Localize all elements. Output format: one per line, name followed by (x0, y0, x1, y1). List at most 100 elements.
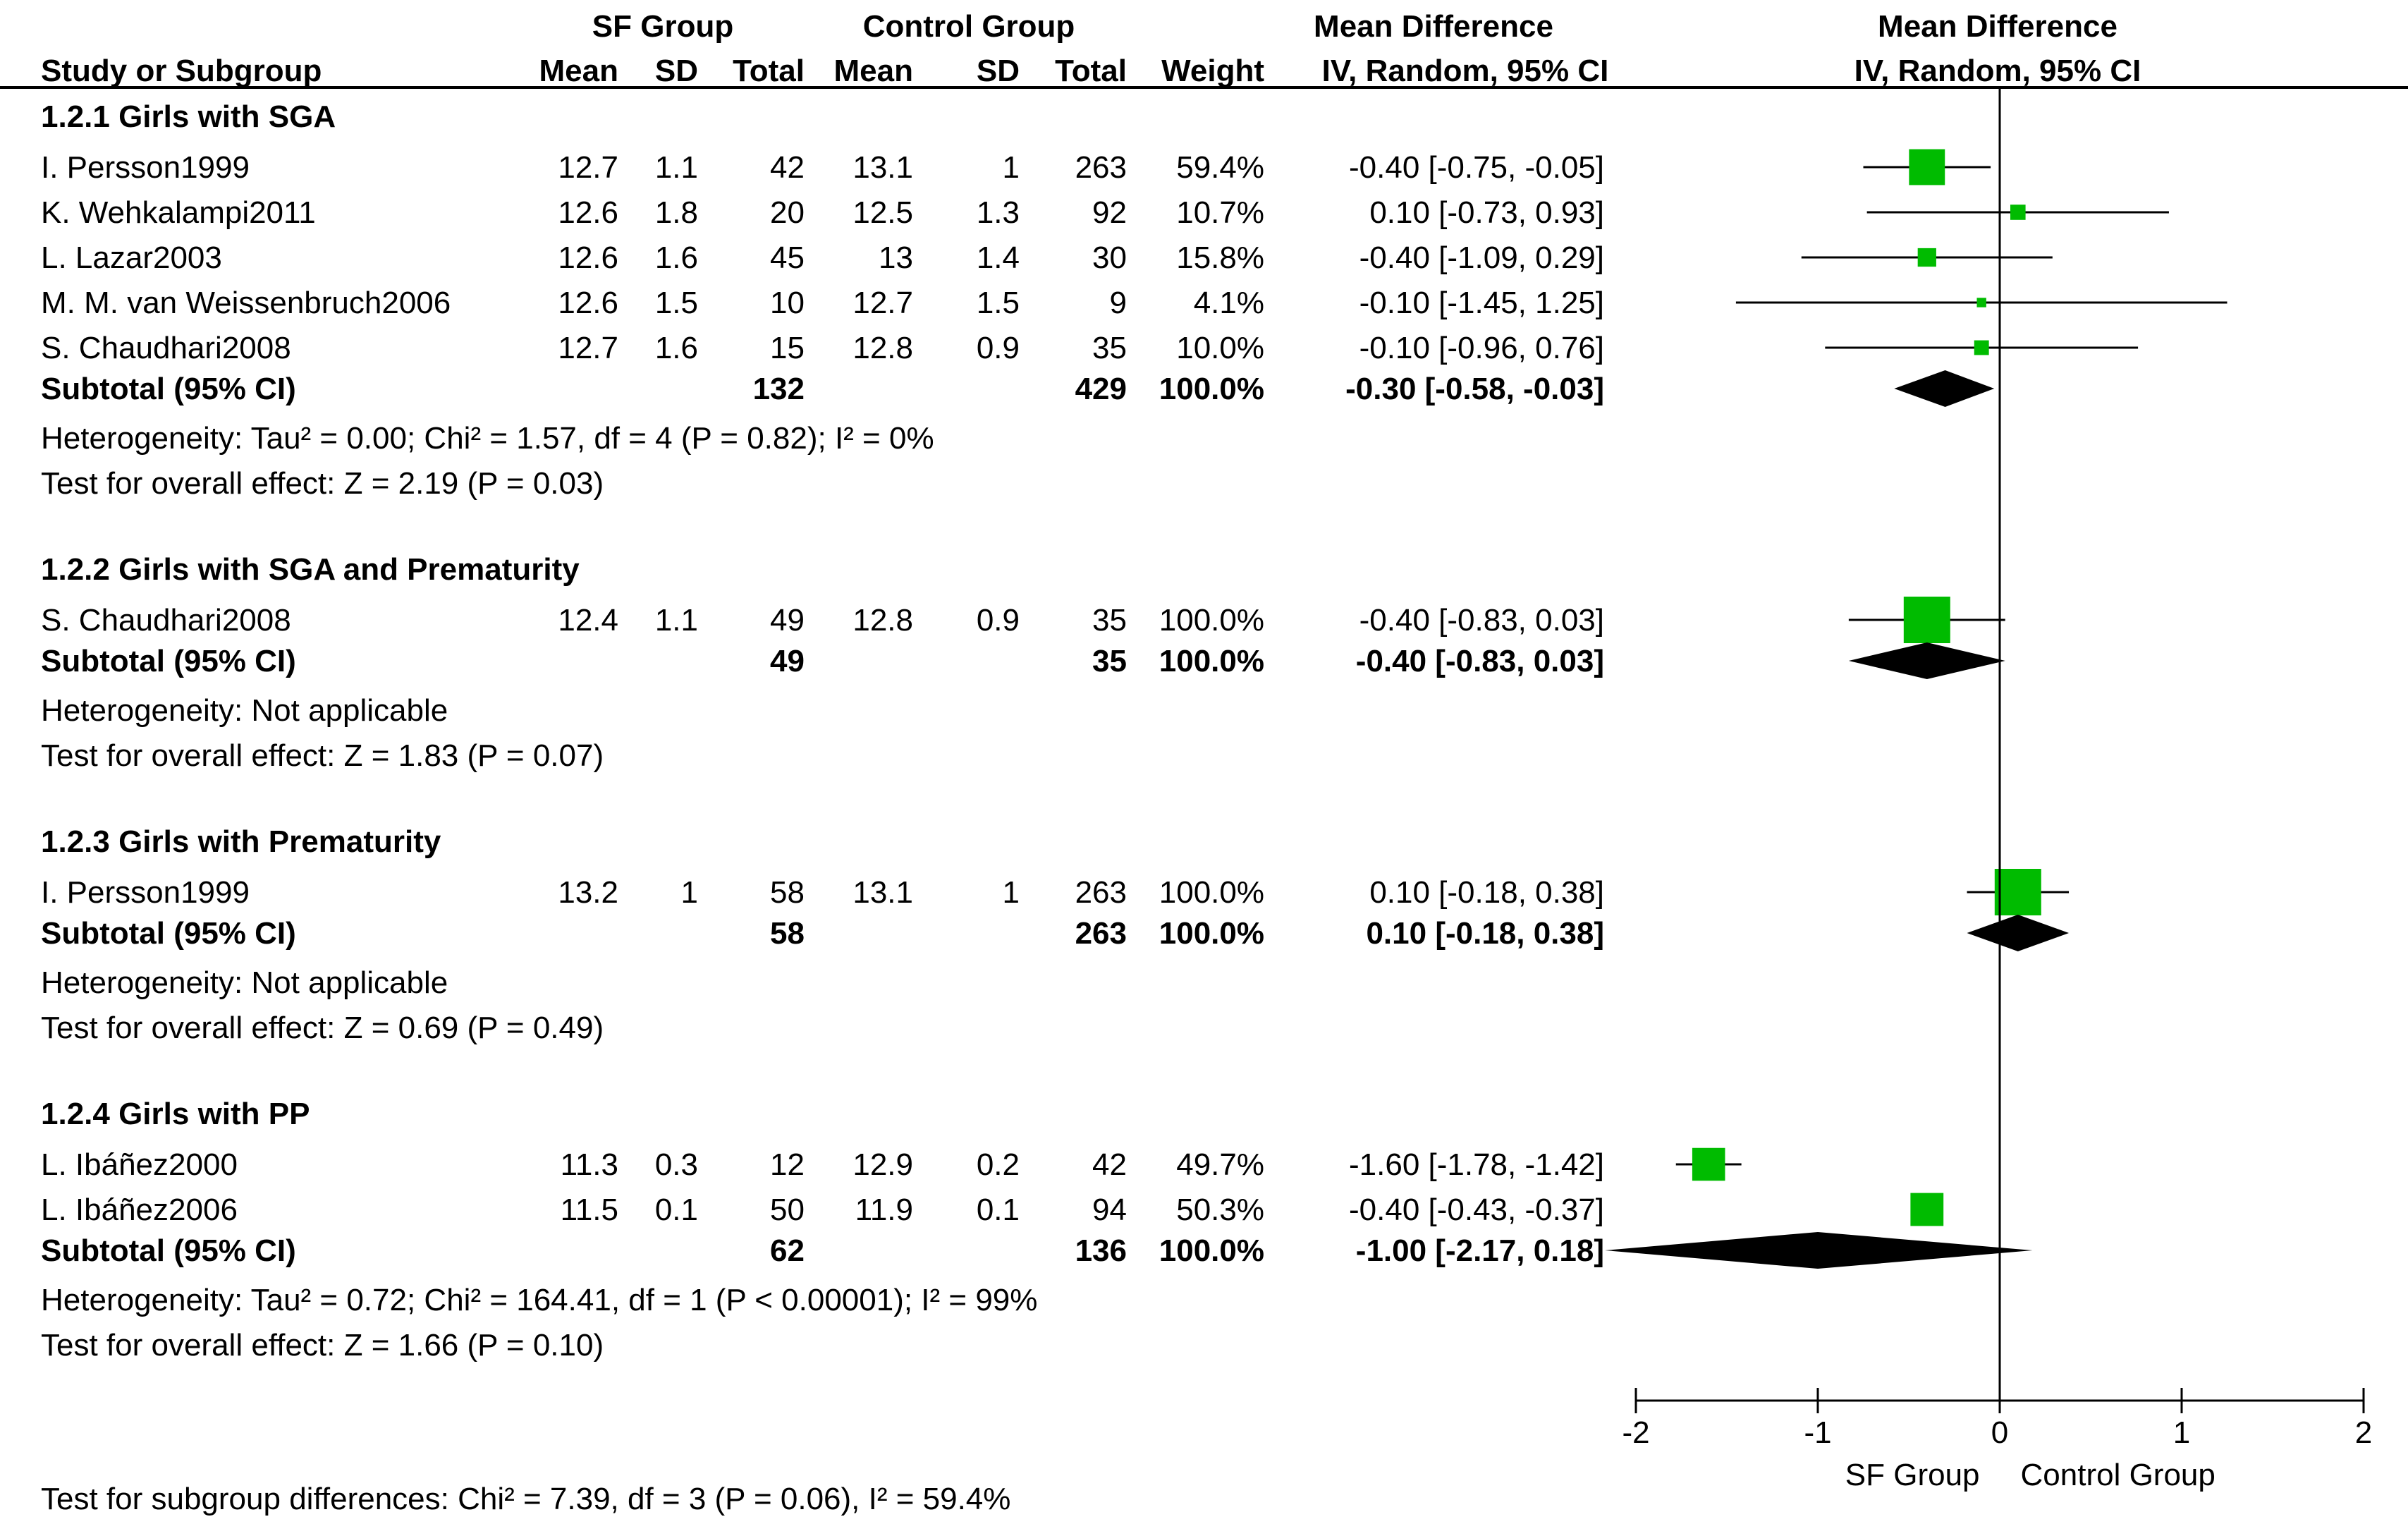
sf-total: 50 (770, 1193, 805, 1227)
effect-square (2010, 205, 2026, 220)
sf-total: 20 (770, 195, 805, 230)
study-ci: -1.60 [-1.78, -1.42] (1349, 1147, 1604, 1182)
study-name: M. M. van Weissenbruch2006 (41, 286, 451, 320)
subtotal-weight: 100.0% (1159, 372, 1264, 406)
subtotal-control-total: 263 (1075, 916, 1127, 951)
header-mean-difference-plot: Mean Difference (1878, 9, 2117, 44)
heterogeneity-text: Heterogeneity: Tau² = 0.00; Chi² = 1.57,… (41, 421, 934, 456)
control-sd: 0.9 (977, 603, 1020, 638)
sf-mean: 12.6 (558, 195, 618, 230)
tick-label: 1 (2173, 1415, 2190, 1450)
subtotal-sf-total: 132 (753, 372, 805, 406)
control-total: 35 (1092, 603, 1127, 638)
control-mean: 11.9 (855, 1193, 913, 1227)
sf-mean: 11.5 (561, 1193, 618, 1227)
study-weight: 50.3% (1176, 1193, 1264, 1227)
tick-label: 2 (2355, 1415, 2372, 1450)
control-total: 30 (1092, 240, 1127, 275)
study-ci: -0.40 [-1.09, 0.29] (1359, 240, 1604, 275)
subtotal-control-total: 35 (1092, 644, 1127, 678)
subtotal-row: Subtotal (95% CI) 132 429 100.0% -0.30 [-0.5… (41, 372, 1604, 406)
control-total: 92 (1092, 195, 1127, 230)
sf-total: 42 (770, 150, 805, 185)
header-sd-2: SD (977, 54, 1020, 88)
study-weight: 4.1% (1194, 286, 1264, 320)
sf-sd: 1.1 (655, 603, 698, 638)
control-sd: 0.9 (977, 331, 1020, 365)
subtotal-row: Subtotal (95% CI) 58 263 100.0% 0.10 [-0.18,… (41, 916, 1604, 951)
control-total: 35 (1092, 331, 1127, 365)
subgroup-title: 1.2.3 Girls with Prematurity (41, 824, 441, 859)
subgroup-title: 1.2.1 Girls with SGA (41, 99, 336, 134)
study-name: L. Lazar2003 (41, 240, 222, 275)
header-mean-difference-table: Mean Difference (1314, 9, 1553, 44)
sf-sd: 1.6 (655, 240, 698, 275)
header-total-2: Total (1055, 54, 1127, 88)
subtotal-control-total: 136 (1075, 1233, 1127, 1268)
tick-label: 0 (1991, 1415, 2008, 1450)
study-weight: 100.0% (1159, 875, 1264, 910)
overall-effect-text: Test for overall effect: Z = 0.69 (P = 0… (41, 1011, 604, 1045)
favours-sf-group: SF Group (1845, 1458, 1980, 1492)
study-weight: 10.7% (1176, 195, 1264, 230)
summary-diamond (1967, 915, 2070, 951)
control-sd: 0.1 (977, 1193, 1020, 1227)
sf-sd: 0.1 (655, 1193, 698, 1227)
overall-effect-text: Test for overall effect: Z = 1.83 (P = 0… (41, 738, 604, 773)
control-mean: 12.7 (852, 286, 913, 320)
subtotal-ci: -0.40 [-0.83, 0.03] (1356, 644, 1604, 678)
sf-sd: 0.3 (655, 1147, 698, 1182)
overall-effect-text: Test for overall effect: Z = 1.66 (P = 0… (41, 1328, 604, 1363)
column-headers: SF Group Control Group Mean Difference M… (0, 9, 2408, 89)
subtotal-sf-total: 62 (770, 1233, 805, 1268)
study-name: I. Persson1999 (41, 875, 250, 910)
sf-sd: 1.6 (655, 331, 698, 365)
sf-total: 12 (770, 1147, 805, 1182)
study-row: L. Lazar2003 12.6 1.6 45 13 1.4 30 15.8% -0.40 [… (41, 240, 1604, 275)
control-sd: 1 (1003, 875, 1020, 910)
subtotal-row: Subtotal (95% CI) 62 136 100.0% -1.00 [-2.17… (41, 1233, 1604, 1268)
study-row: S. Chaudhari2008 12.4 1.1 49 12.8 0.9 35 100.0%… (41, 603, 1604, 638)
control-sd: 1 (1003, 150, 1020, 185)
control-mean: 12.5 (852, 195, 913, 230)
summary-diamond (1848, 642, 2005, 679)
header-weight: Weight (1161, 54, 1264, 88)
study-ci: -0.40 [-0.75, -0.05] (1349, 150, 1604, 185)
control-sd: 1.3 (977, 195, 1020, 230)
study-row: I. Persson1999 12.7 1.1 42 13.1 1 263 59.4% -0.4… (41, 150, 1604, 185)
forest-marks (1605, 87, 2227, 1401)
sf-total: 15 (770, 331, 805, 365)
study-name: L. Ibáñez2000 (41, 1147, 238, 1182)
sf-mean: 12.4 (558, 603, 618, 638)
subtotal-weight: 100.0% (1159, 916, 1264, 951)
subgroup-1: 1.2.1 Girls with SGA I. Persson1999 12.7 1.… (41, 99, 1604, 501)
effect-square (1994, 869, 2041, 915)
subgroup-title: 1.2.2 Girls with SGA and Prematurity (41, 552, 580, 587)
control-mean: 13.1 (852, 875, 913, 910)
sf-sd: 1.5 (655, 286, 698, 320)
study-ci: -0.40 [-0.83, 0.03] (1359, 603, 1604, 638)
header-sd-1: SD (655, 54, 698, 88)
effect-square (1692, 1147, 1725, 1181)
heterogeneity-text: Heterogeneity: Not applicable (41, 693, 448, 728)
effect-square (1917, 248, 1936, 267)
header-mean-2: Mean (834, 54, 913, 88)
study-name: S. Chaudhari2008 (41, 603, 291, 638)
subtotal-label: Subtotal (95% CI) (41, 644, 296, 678)
control-mean: 12.8 (852, 331, 913, 365)
header-control-group: Control Group (863, 9, 1075, 44)
summary-diamond (1605, 1232, 2033, 1269)
control-total: 263 (1075, 150, 1127, 185)
control-total: 94 (1092, 1193, 1127, 1227)
subtotal-weight: 100.0% (1159, 644, 1264, 678)
study-row: L. Ibáñez2006 11.5 0.1 50 11.9 0.1 94 50.3% -0.4… (41, 1193, 1604, 1227)
heterogeneity-text: Heterogeneity: Tau² = 0.72; Chi² = 164.4… (41, 1283, 1037, 1317)
subgroup-title: 1.2.4 Girls with PP (41, 1097, 310, 1131)
sf-mean: 12.7 (558, 331, 618, 365)
header-total-1: Total (733, 54, 805, 88)
study-row: K. Wehkalampi2011 12.6 1.8 20 12.5 1.3 92 10.7%… (41, 195, 1604, 230)
subgroup-2: 1.2.2 Girls with SGA and Prematurity S. C… (41, 552, 1604, 773)
study-name: L. Ibáñez2006 (41, 1193, 238, 1227)
study-ci: -0.40 [-0.43, -0.37] (1349, 1193, 1604, 1227)
